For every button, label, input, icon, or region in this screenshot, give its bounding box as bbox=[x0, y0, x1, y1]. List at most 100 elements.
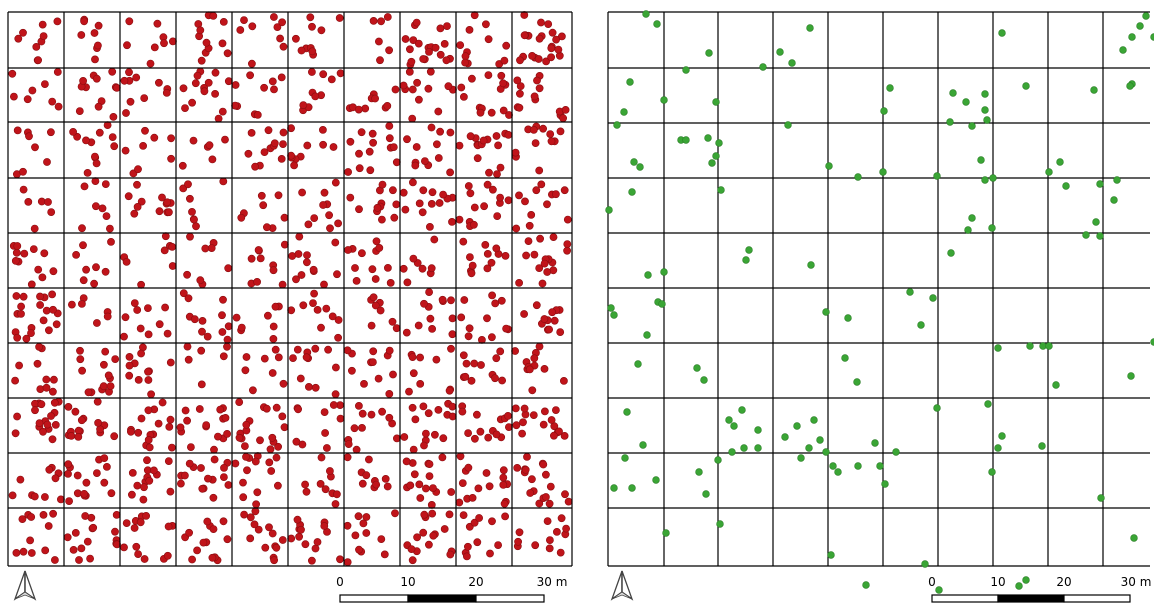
tree-point bbox=[140, 483, 148, 492]
tree-point bbox=[242, 420, 251, 429]
tree-point bbox=[419, 402, 428, 411]
tree-point bbox=[414, 95, 423, 104]
tree-point bbox=[421, 429, 430, 438]
tree-point bbox=[280, 423, 289, 432]
tree-point bbox=[319, 140, 327, 149]
tree-point bbox=[491, 299, 500, 308]
tree-point bbox=[989, 174, 997, 182]
tree-point bbox=[198, 484, 207, 493]
tree-point bbox=[248, 22, 257, 31]
tree-point bbox=[15, 361, 23, 370]
tree-point bbox=[492, 132, 501, 140]
tree-point bbox=[320, 280, 328, 289]
tree-point bbox=[304, 220, 313, 229]
tree-point bbox=[213, 432, 222, 441]
tree-point bbox=[210, 445, 218, 454]
tree-point bbox=[527, 210, 536, 219]
tree-point bbox=[251, 162, 259, 171]
tree-point bbox=[279, 42, 288, 51]
scale-bar: 0 10 20 30 m bbox=[336, 575, 567, 603]
tree-point bbox=[459, 237, 468, 246]
tree-point bbox=[137, 414, 146, 423]
tree-point bbox=[516, 82, 525, 90]
tree-point bbox=[9, 92, 18, 101]
tree-point bbox=[563, 240, 572, 248]
tree-point bbox=[47, 128, 55, 137]
tree-point bbox=[26, 536, 34, 545]
tree-point bbox=[933, 404, 941, 412]
tree-point bbox=[371, 275, 380, 283]
tree-point bbox=[214, 114, 223, 123]
tree-point bbox=[414, 321, 423, 330]
tree-point bbox=[988, 468, 996, 476]
tree-point bbox=[559, 114, 567, 123]
tree-point bbox=[11, 256, 20, 265]
map-right: 0 10 20 30 m bbox=[605, 10, 1154, 603]
tree-point bbox=[252, 500, 260, 509]
tree-point bbox=[1092, 218, 1100, 226]
tree-point bbox=[94, 102, 103, 111]
tree-point bbox=[516, 89, 524, 98]
tree-point bbox=[542, 493, 550, 501]
tree-point bbox=[250, 520, 259, 529]
tree-point bbox=[304, 382, 313, 391]
tree-point bbox=[376, 56, 384, 65]
tree-point bbox=[237, 213, 246, 222]
tree-point bbox=[125, 352, 134, 361]
tree-point bbox=[183, 416, 191, 425]
tree-point bbox=[139, 141, 147, 150]
tree-point bbox=[483, 314, 491, 323]
tree-point bbox=[949, 89, 957, 97]
tree-point bbox=[628, 484, 636, 492]
tree-point bbox=[134, 375, 143, 384]
tree-point bbox=[168, 242, 177, 251]
tree-point bbox=[164, 522, 173, 531]
tree-point bbox=[499, 473, 508, 482]
tree-point bbox=[1136, 22, 1144, 30]
tree-point bbox=[525, 221, 534, 230]
tree-point bbox=[40, 249, 49, 258]
tree-point bbox=[270, 139, 279, 148]
tree-point bbox=[224, 322, 233, 331]
tree-point bbox=[184, 180, 192, 189]
tree-point bbox=[377, 17, 385, 26]
tree-point bbox=[462, 552, 471, 561]
tree-point bbox=[306, 13, 315, 22]
tree-point bbox=[428, 509, 437, 518]
tree-point bbox=[512, 421, 521, 430]
tree-point bbox=[164, 208, 173, 217]
tree-point bbox=[484, 433, 493, 442]
tree-point bbox=[197, 56, 206, 65]
tree-point bbox=[320, 408, 329, 416]
tree-point bbox=[302, 353, 311, 362]
tree-point bbox=[376, 306, 385, 315]
tree-point bbox=[122, 519, 131, 527]
tree-point bbox=[420, 157, 429, 165]
tree-point bbox=[1110, 196, 1118, 204]
tree-point bbox=[69, 127, 77, 136]
tree-point bbox=[27, 513, 36, 521]
tree-point bbox=[253, 277, 261, 286]
tree-point bbox=[522, 251, 530, 260]
tree-point bbox=[377, 215, 386, 224]
tree-point bbox=[322, 444, 331, 452]
tree-point bbox=[444, 82, 453, 91]
tree-point bbox=[108, 67, 117, 76]
tree-point bbox=[416, 379, 425, 388]
tree-point bbox=[533, 76, 541, 85]
tree-point bbox=[43, 420, 52, 429]
tree-point bbox=[435, 199, 444, 207]
tree-point bbox=[369, 138, 377, 147]
tree-point bbox=[149, 466, 158, 475]
tree-point bbox=[477, 361, 485, 369]
tree-point bbox=[269, 13, 278, 21]
tree-point bbox=[293, 515, 302, 524]
tree-point bbox=[421, 484, 430, 493]
tree-point bbox=[41, 546, 50, 555]
tree-point bbox=[740, 444, 748, 452]
tree-point bbox=[427, 199, 436, 208]
tree-point bbox=[424, 84, 433, 93]
tree-point bbox=[100, 454, 109, 462]
tree-point bbox=[11, 376, 19, 385]
tree-point bbox=[63, 533, 72, 542]
